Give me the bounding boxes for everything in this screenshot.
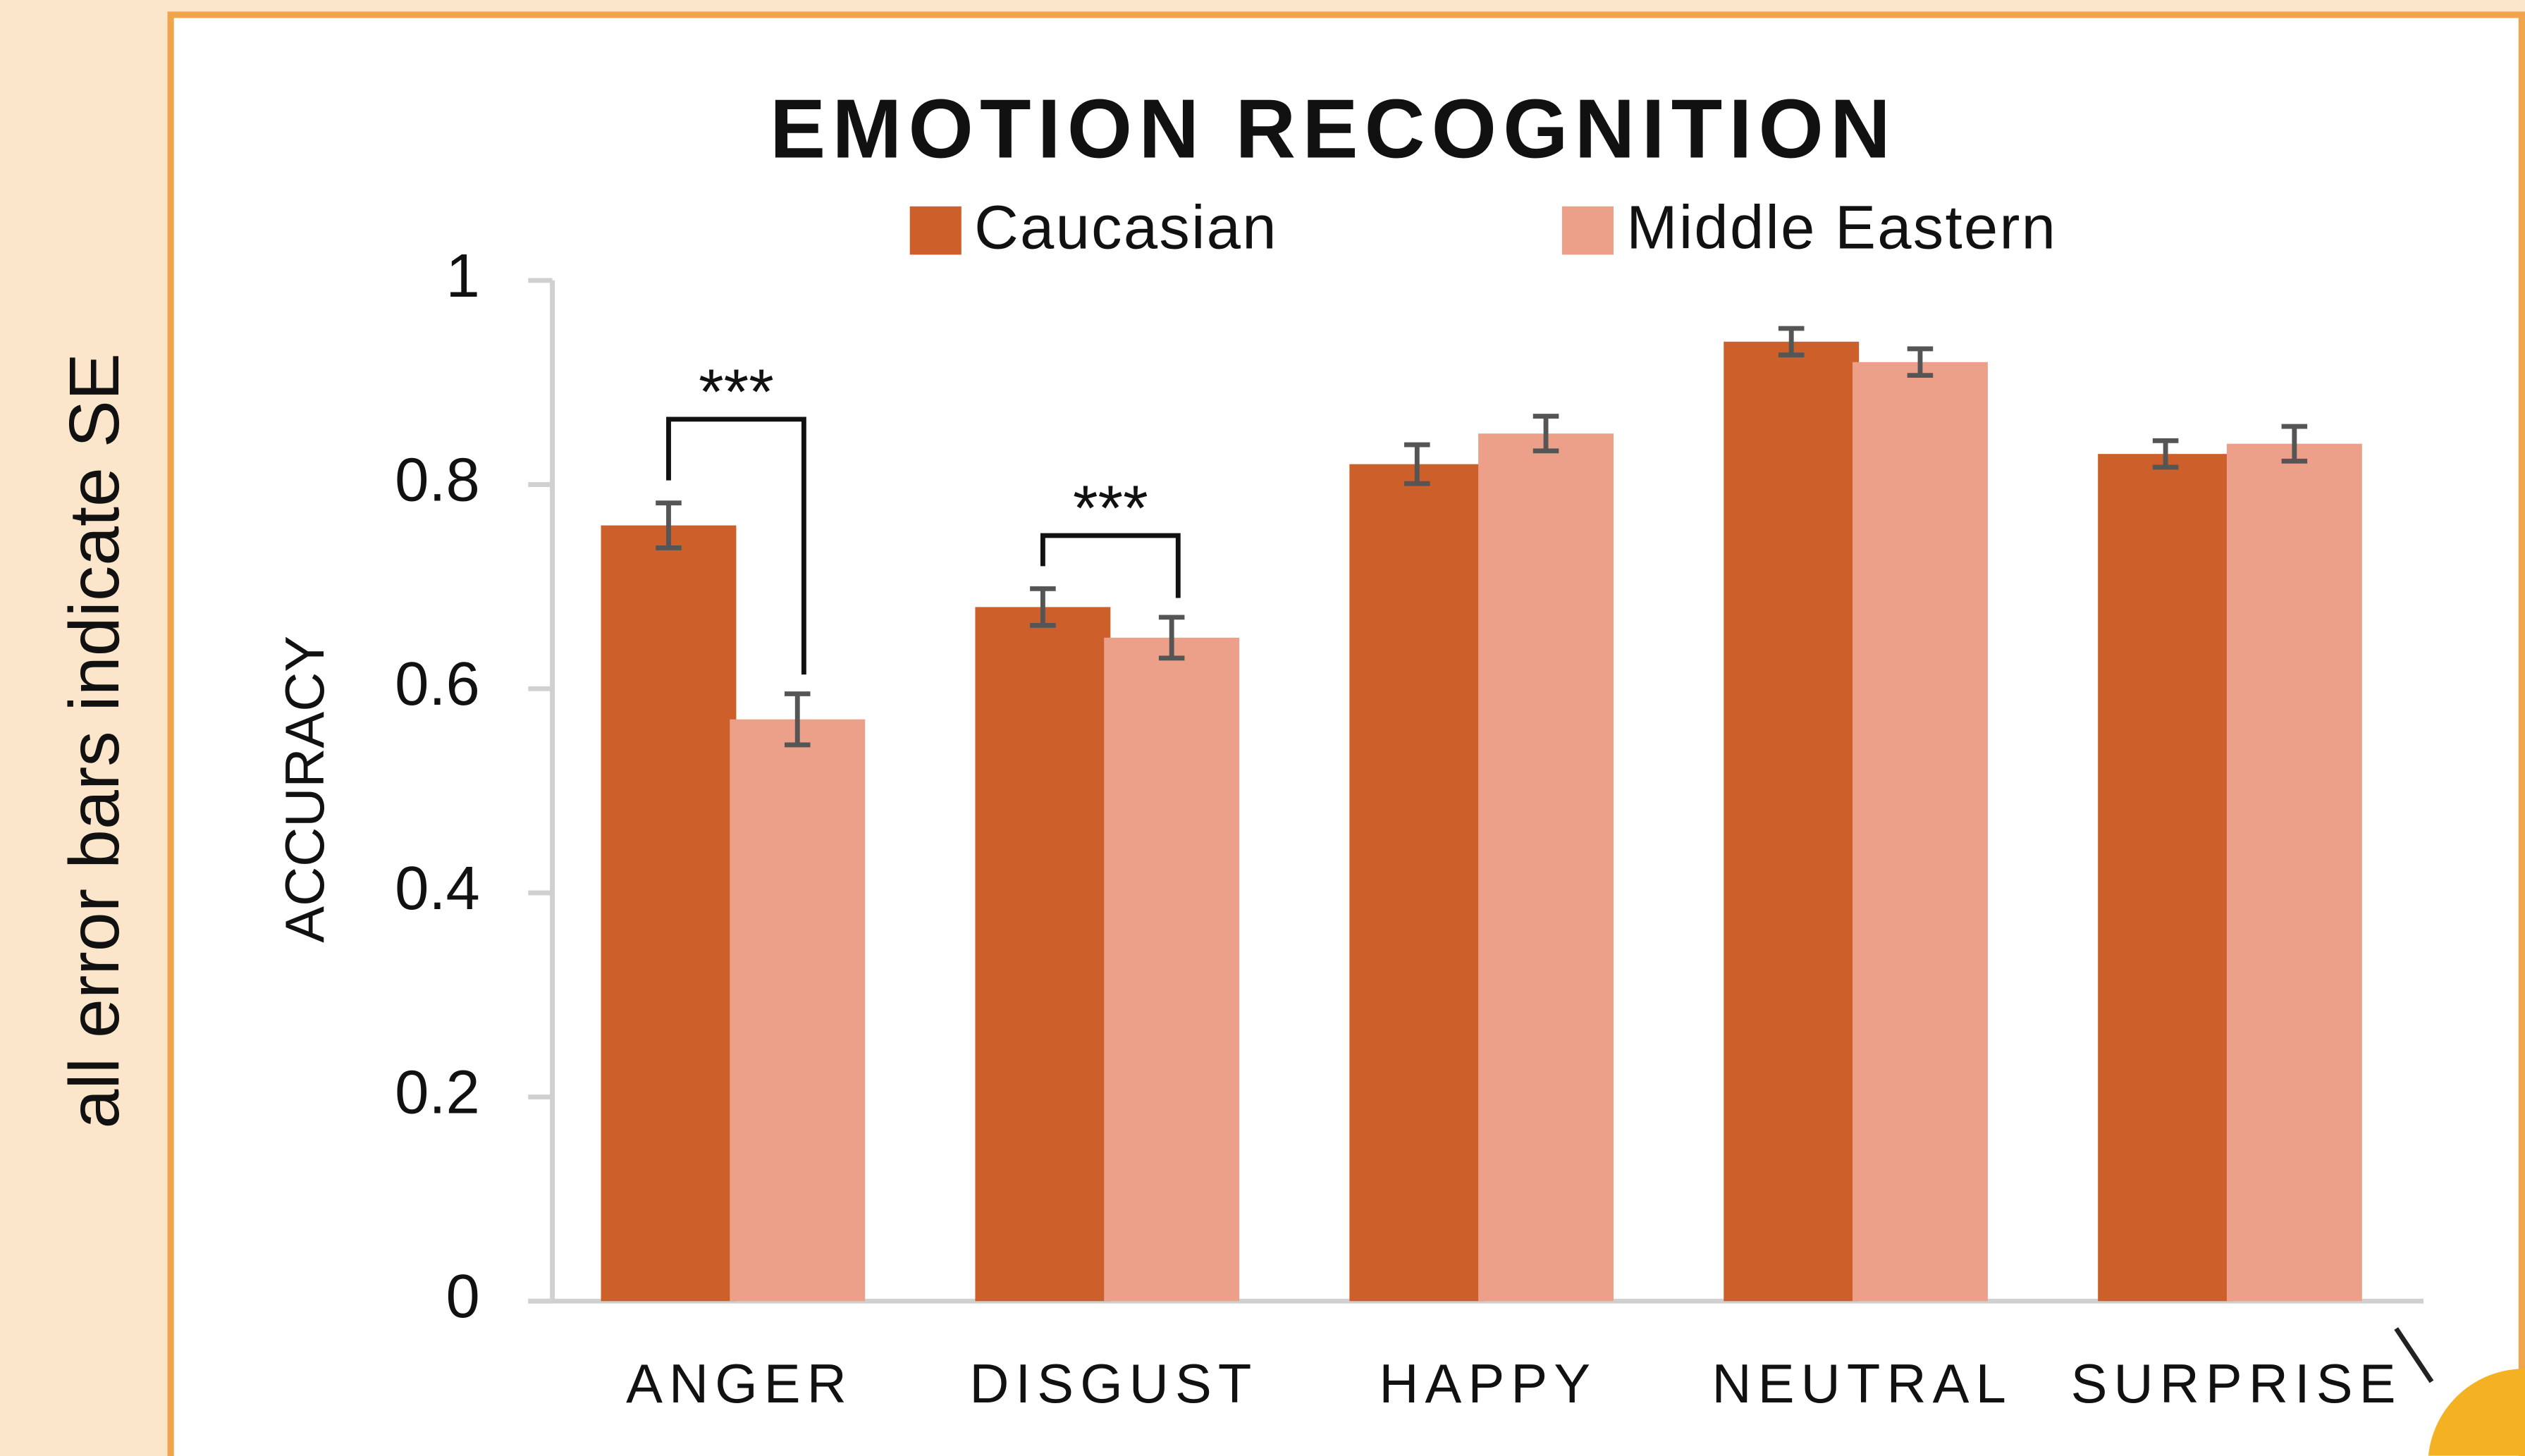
x-tick-label: SURPRISE [2071, 1354, 2402, 1414]
corner-decoration [2428, 1369, 2525, 1456]
y-tick-label: 0.4 [395, 854, 480, 923]
side-note: all error bars indicate SE [55, 353, 134, 1128]
error-bar [1907, 346, 1934, 378]
x-tick-label: ANGER [626, 1354, 853, 1414]
y-tick-label: 0 [446, 1262, 479, 1331]
bar [975, 607, 1111, 1302]
legend-label: Caucasian [974, 193, 1278, 261]
x-tick-label: HAPPY [1379, 1354, 1597, 1414]
error-bar [1778, 326, 1805, 358]
chart-title: EMOTION RECOGNITION [770, 82, 1897, 176]
bar [1724, 341, 1860, 1302]
significance-bracket [666, 417, 806, 675]
bar [730, 719, 866, 1302]
y-tick-label: 1 [446, 242, 479, 310]
bar [1853, 362, 1988, 1302]
y-axis-label: ACCURACY [275, 636, 336, 943]
legend-swatch [1561, 206, 1614, 255]
y-tick-label: 0.2 [395, 1059, 480, 1127]
y-tick-label: 0.6 [395, 650, 480, 718]
bar [601, 525, 737, 1302]
bar [2226, 443, 2362, 1302]
legend-swatch [909, 206, 962, 255]
error-bar [784, 691, 811, 748]
significance-bracket [1040, 533, 1181, 598]
significance-label: *** [1073, 472, 1148, 544]
x-tick-label: DISGUST [969, 1354, 1258, 1414]
error-bar [656, 500, 682, 550]
decoration-stroke [2394, 1327, 2434, 1383]
bar [1478, 433, 1614, 1302]
bar [2098, 454, 2234, 1302]
error-bar [1158, 615, 1185, 661]
y-tick-label: 0.8 [395, 446, 480, 514]
bar [1349, 464, 1485, 1302]
x-tick-label: NEUTRAL [1712, 1354, 2013, 1414]
error-bar [1404, 442, 1430, 486]
bar [1104, 637, 1240, 1302]
legend-label: Middle Eastern [1626, 193, 2057, 261]
error-bar [1532, 414, 1559, 454]
error-bar [1030, 586, 1056, 628]
error-bar [2152, 438, 2179, 470]
error-bar [2281, 424, 2308, 464]
significance-label: *** [699, 356, 774, 428]
